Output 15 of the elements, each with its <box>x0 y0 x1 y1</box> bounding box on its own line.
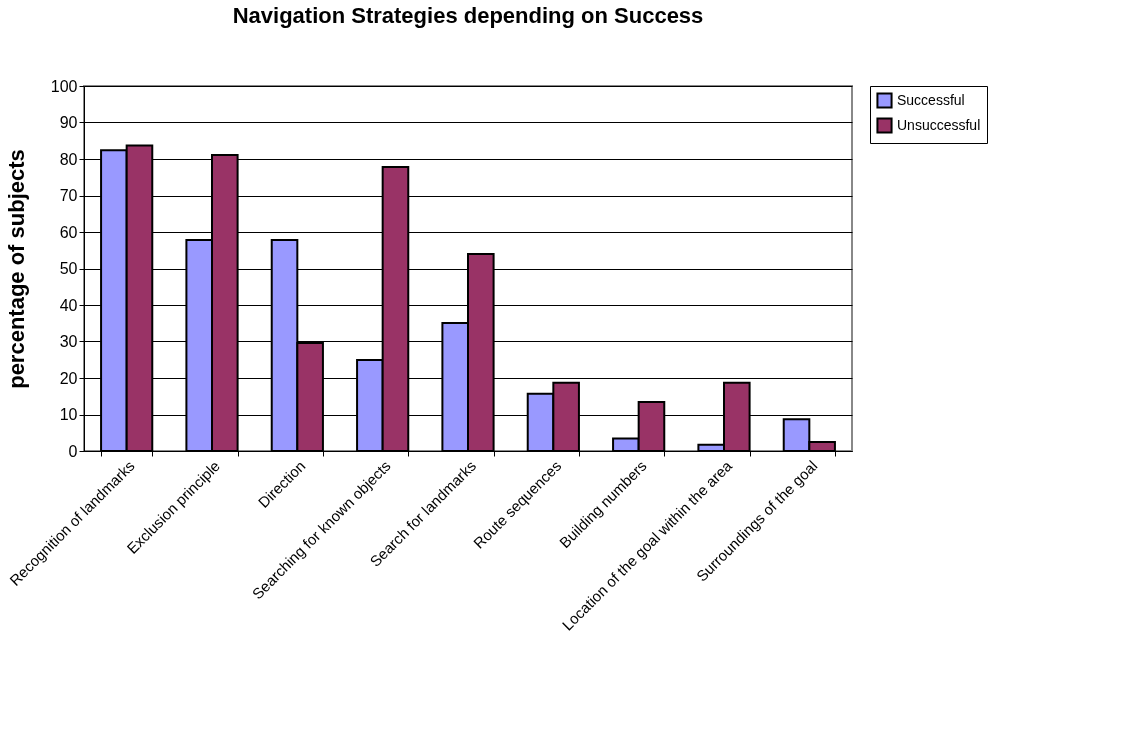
y-tick-label: 80 <box>59 150 78 168</box>
legend-label: Successful <box>897 91 965 108</box>
y-tick-label: 0 <box>68 442 78 460</box>
y-tick-label: 40 <box>59 296 78 314</box>
y-tick-label: 30 <box>59 333 78 350</box>
y-tick-label: 60 <box>59 223 78 241</box>
y-tick-label: 10 <box>59 406 78 423</box>
y-axis-title: percentage of subjects <box>3 149 29 389</box>
y-tick-label: 70 <box>59 187 78 204</box>
y-tick-label: 20 <box>59 369 78 387</box>
y-tick-label: 100 <box>50 77 78 95</box>
y-tick-label: 90 <box>59 114 78 131</box>
y-tick-label: 50 <box>59 260 78 277</box>
chart-title: Navigation Strategies depending on Success <box>232 3 704 28</box>
legend-label: Unsuccessful <box>897 116 981 133</box>
